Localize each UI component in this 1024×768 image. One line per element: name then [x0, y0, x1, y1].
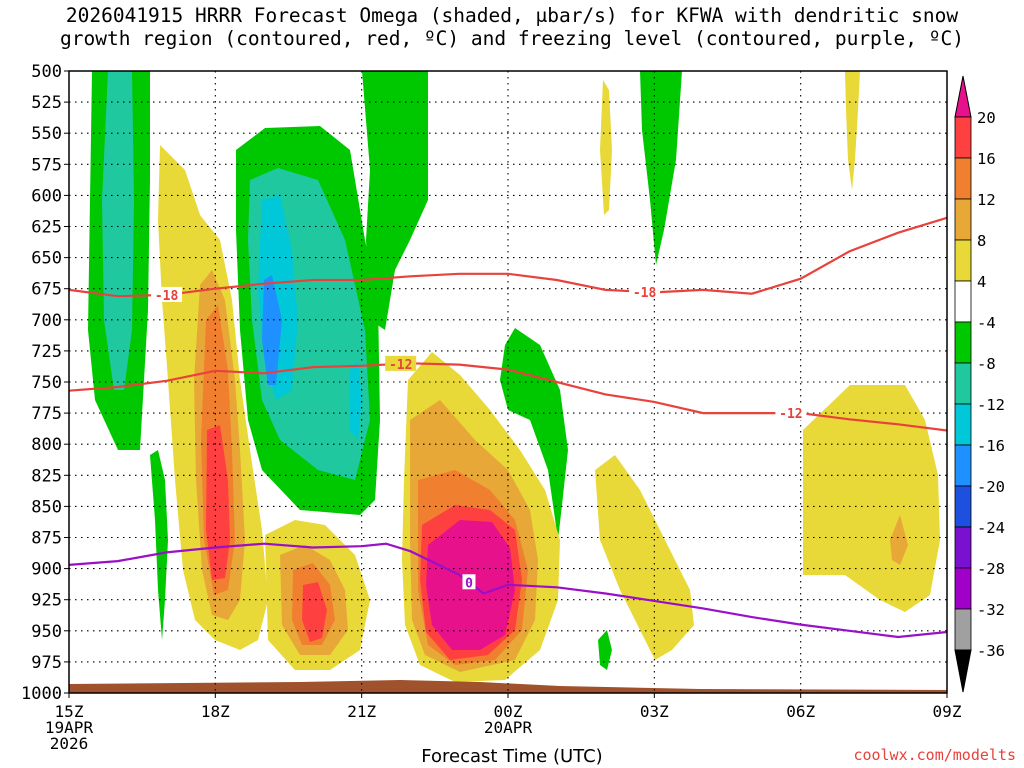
omega-teal-region [102, 71, 134, 390]
y-tick-label: 700 [31, 311, 62, 331]
colorbar-label: -32 [977, 601, 1005, 619]
x-tick-label: 18Z [201, 702, 230, 721]
x-tick-date: 20APR [484, 718, 533, 737]
colorbar-bottom-arrow [954, 649, 972, 693]
colorbar-label: -24 [977, 519, 1005, 537]
colorbar-swatch [954, 403, 972, 446]
y-tick-label: 925 [31, 591, 62, 611]
colorbar-swatch [954, 157, 972, 200]
credit-link[interactable]: coolwx.com/modelts [853, 746, 1016, 764]
x-tick-label: 15Z [55, 702, 84, 721]
omega-blue-region [262, 275, 282, 385]
contour-label: -12 [389, 358, 412, 373]
colorbar-label: -4 [977, 314, 996, 332]
y-tick-label: 675 [31, 280, 62, 300]
y-tick-label: 775 [31, 404, 62, 424]
contour-label: -12 [779, 407, 802, 422]
colorbar-label: 16 [977, 150, 996, 168]
contour-label: -18 [155, 289, 179, 304]
y-tick-label: 525 [31, 93, 62, 113]
contours: -18 -18 -12 -12 0 [68, 216, 948, 639]
y-tick-label: 1000 [21, 684, 62, 704]
colorbar-swatch [954, 526, 972, 569]
colorbar-label: -20 [977, 478, 1005, 496]
y-tick-label: 575 [31, 155, 62, 175]
y-tick-label: 975 [31, 653, 62, 673]
freezing-contour-line [68, 542, 948, 639]
colorbar-label: 4 [977, 273, 986, 291]
x-tick-label: 21Z [347, 702, 376, 721]
y-tick-label: 600 [31, 186, 62, 206]
x-tick-label: 09Z [933, 702, 962, 721]
contour-label: 0 [465, 576, 473, 591]
y-tick-label: 725 [31, 342, 62, 362]
y-tick-label: 950 [31, 622, 62, 642]
omega-shading [69, 71, 947, 693]
colorbar-swatch [954, 485, 972, 528]
x-tick-date: 19APR [45, 718, 94, 737]
y-tick-label: 500 [31, 62, 62, 82]
colorbar-label: -16 [977, 437, 1005, 455]
omega-yellow-region [600, 80, 612, 215]
y-tick-label: 900 [31, 560, 62, 580]
colorbar-label: 12 [977, 191, 996, 209]
omega-green-region [150, 450, 168, 640]
colorbar-swatch [954, 608, 972, 651]
title-line-2: growth region (contoured, red, ºC) and f… [60, 27, 964, 50]
omega-cyan-region [350, 360, 362, 440]
x-tick-label: 00Z [494, 702, 523, 721]
colorbar-swatch [954, 280, 972, 323]
y-tick-label: 650 [31, 249, 62, 269]
grid [69, 71, 947, 693]
-18-contour-line [68, 216, 948, 298]
colorbar-swatch [954, 567, 972, 610]
colorbar-swatch [954, 362, 972, 405]
omega-yellow-region [845, 71, 860, 190]
x-axis-title: Forecast Time (UTC) [421, 746, 603, 767]
colorbar-label: -36 [977, 642, 1005, 660]
colorbar-swatch [954, 239, 972, 282]
chart-title: 2026041915 HRRR Forecast Omega (shaded, … [0, 4, 1024, 50]
colorbar-swatch [954, 444, 972, 487]
omega-green-region [598, 630, 612, 670]
colorbar-top-arrow [954, 75, 972, 118]
ground-surface [69, 680, 947, 693]
colorbar-label: 8 [977, 232, 986, 250]
title-line-1: 2026041915 HRRR Forecast Omega (shaded, … [65, 4, 959, 27]
contour-label: -18 [633, 286, 657, 301]
x-tick-year: 2026 [50, 734, 89, 753]
y-axis: 500 525 550 575 600 625 650 675 700 725 750 775 800 8… [21, 62, 69, 704]
colorbar-swatch [954, 198, 972, 241]
colorbar-label: -8 [977, 355, 996, 373]
omega-red-region [206, 425, 230, 580]
y-tick-label: 625 [31, 218, 62, 238]
colorbar-label: 20 [977, 109, 996, 127]
omega-yellow-region [803, 385, 940, 612]
contour-label-bg [385, 355, 417, 371]
omega-green-region [640, 71, 682, 265]
contour-label-bg [629, 283, 661, 299]
omega-gold-region [890, 515, 908, 565]
colorbar: 20 16 12 8 4 -4 -8 -12 -16 -20 -24 -28 -32 -36 [954, 75, 1005, 693]
y-tick-label: 825 [31, 466, 62, 486]
y-tick-label: 875 [31, 529, 62, 549]
y-tick-label: 750 [31, 373, 62, 393]
contour-label-bg [775, 405, 807, 421]
colorbar-label: -28 [977, 560, 1005, 578]
colorbar-label: -12 [977, 396, 1005, 414]
contour-label-bg [462, 574, 476, 590]
y-tick-label: 800 [31, 435, 62, 455]
colorbar-swatch [954, 321, 972, 364]
x-tick-label: 06Z [786, 702, 815, 721]
omega-green-region [362, 71, 428, 330]
y-tick-label: 550 [31, 124, 62, 144]
omega-red-region [302, 582, 327, 642]
omega-yellow-region [595, 455, 694, 660]
x-tick-label: 03Z [640, 702, 669, 721]
colorbar-swatch [954, 116, 972, 159]
contour-label-bg [151, 286, 183, 302]
y-tick-label: 850 [31, 497, 62, 517]
